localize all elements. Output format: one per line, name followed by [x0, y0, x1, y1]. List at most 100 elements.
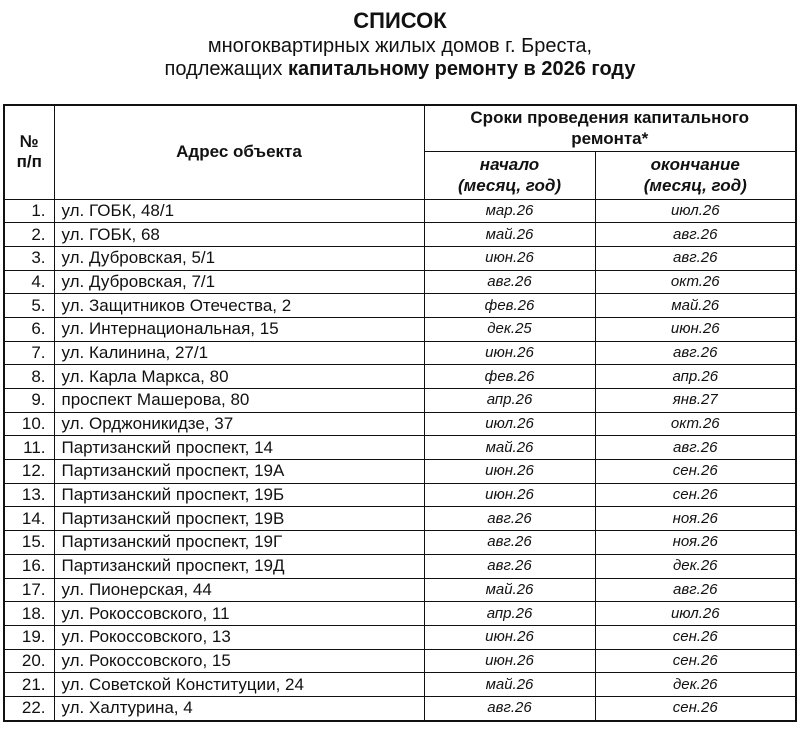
row-start-date: июн.26 [423, 459, 596, 484]
row-end-date: июл.26 [594, 198, 797, 224]
row-address: ул. Интернациональная, 15 [53, 316, 425, 342]
row-address: Партизанский проспект, 19Б [53, 482, 425, 508]
table-row: 12. Партизанский проспект, 19А июн.26 сен.2… [3, 459, 797, 484]
row-start-date: июн.26 [423, 340, 596, 366]
header-end: окончание (месяц, год) [594, 150, 797, 200]
row-start-date: апр.26 [423, 601, 596, 626]
row-end-date: сен.26 [594, 648, 797, 674]
row-start-date: авг.26 [423, 530, 596, 555]
header-period: Сроки проведения капитального ремонта* [423, 104, 797, 152]
row-number: 10. [3, 411, 55, 437]
row-number: 11. [3, 435, 55, 461]
row-address: ул. Пионерская, 44 [53, 577, 425, 603]
row-number: 4. [3, 269, 55, 295]
row-start-date: июн.26 [423, 245, 596, 271]
row-end-date: авг.26 [594, 245, 797, 271]
row-start-date: май.26 [423, 222, 596, 247]
row-start-date: июн.26 [423, 648, 596, 674]
row-end-date: авг.26 [594, 340, 797, 366]
row-address: проспект Машерова, 80 [53, 388, 425, 413]
row-address: ул. Орджоникидзе, 37 [53, 411, 425, 437]
row-start-date: авг.26 [423, 553, 596, 579]
row-number: 12. [3, 459, 55, 484]
row-number: 18. [3, 601, 55, 626]
row-end-date: авг.26 [594, 435, 797, 461]
table-row: 1. ул. ГОБК, 48/1 мар.26 июл.26 [3, 198, 797, 224]
table-row: 11. Партизанский проспект, 14 май.26 авг.26 [3, 435, 797, 461]
row-address: ул. ГОБК, 68 [53, 222, 425, 247]
table-row: 3. ул. Дубровская, 5/1 июн.26 авг.26 [3, 245, 797, 271]
row-number: 16. [3, 553, 55, 579]
row-number: 20. [3, 648, 55, 674]
row-start-date: мар.26 [423, 198, 596, 224]
header-start: начало (месяц, год) [423, 150, 596, 200]
table-row: 5. ул. Защитников Отечества, 2 фев.26 май.2… [3, 293, 797, 318]
row-address: ул. Рокоссовского, 15 [53, 648, 425, 674]
row-end-date: май.26 [594, 293, 797, 318]
row-address: ул. Дубровская, 5/1 [53, 245, 425, 271]
row-end-date: дек.26 [594, 553, 797, 579]
document-title: СПИСОК [353, 8, 447, 33]
row-end-date: ноя.26 [594, 506, 797, 532]
row-number: 2. [3, 222, 55, 247]
row-start-date: авг.26 [423, 506, 596, 532]
header-number: № п/п [3, 104, 55, 200]
row-start-date: апр.26 [423, 388, 596, 413]
table-row: 2. ул. ГОБК, 68 май.26 авг.26 [3, 222, 797, 247]
row-start-date: май.26 [423, 672, 596, 697]
row-number: 9. [3, 388, 55, 413]
subtitle-bold: капитальному ремонту в 2026 году [287, 58, 636, 80]
row-address: Партизанский проспект, 19Г [53, 530, 425, 555]
table-row: 4. ул. Дубровская, 7/1 авг.26 окт.26 [3, 269, 797, 295]
row-start-date: дек.25 [423, 316, 596, 342]
row-number: 5. [3, 293, 55, 318]
row-number: 19. [3, 624, 55, 650]
row-start-date: фев.26 [423, 364, 596, 389]
row-number: 7. [3, 340, 55, 366]
row-end-date: сен.26 [594, 695, 797, 722]
row-address: ул. Рокоссовского, 13 [53, 624, 425, 650]
row-end-date: окт.26 [594, 411, 797, 437]
table-row: 7. ул. Калинина, 27/1 июн.26 авг.26 [3, 340, 797, 366]
row-address: ул. Дубровская, 7/1 [53, 269, 425, 295]
table-row: 20. ул. Рокоссовского, 15 июн.26 сен.26 [3, 648, 797, 674]
row-address: Партизанский проспект, 19А [53, 459, 425, 484]
row-address: ул. Защитников Отечества, 2 [53, 293, 425, 318]
document-subtitle-line1: многоквартирных жилых домов г. Бреста, [207, 35, 593, 57]
row-end-date: авг.26 [594, 577, 797, 603]
row-start-date: авг.26 [423, 695, 596, 722]
row-number: 15. [3, 530, 55, 555]
row-number: 3. [3, 245, 55, 271]
table-row: 14. Партизанский проспект, 19В авг.26 ноя.2… [3, 506, 797, 532]
header-address: Адрес объекта [53, 104, 425, 200]
row-start-date: фев.26 [423, 293, 596, 318]
row-number: 22. [3, 695, 55, 722]
table-row: 8. ул. Карла Маркса, 80 фев.26 апр.26 [3, 364, 797, 389]
row-address: Партизанский проспект, 19Д [53, 553, 425, 579]
row-end-date: сен.26 [594, 624, 797, 650]
row-start-date: июн.26 [423, 624, 596, 650]
table-row: 10. ул. Орджоникидзе, 37 июл.26 окт.26 [3, 411, 797, 437]
table-row: 9. проспект Машерова, 80 апр.26 янв.27 [3, 388, 797, 413]
table-row: 22. ул. Халтурина, 4 авг.26 сен.26 [3, 695, 797, 722]
row-number: 1. [3, 198, 55, 224]
subtitle-regular: подлежащих [164, 58, 288, 80]
repair-schedule-table: № п/п Адрес объекта Сроки проведения кап… [3, 104, 797, 722]
row-number: 13. [3, 482, 55, 508]
row-end-date: сен.26 [594, 459, 797, 484]
row-address: ул. Калинина, 27/1 [53, 340, 425, 366]
row-start-date: июл.26 [423, 411, 596, 437]
row-address: ул. Советской Конституции, 24 [53, 672, 425, 697]
row-end-date: апр.26 [594, 364, 797, 389]
row-address: ул. Халтурина, 4 [53, 695, 425, 722]
row-end-date: июн.26 [594, 316, 797, 342]
row-end-date: ноя.26 [594, 530, 797, 555]
row-number: 14. [3, 506, 55, 532]
table-row: 16. Партизанский проспект, 19Д авг.26 дек.2… [3, 553, 797, 579]
table-row: 19. ул. Рокоссовского, 13 июн.26 сен.26 [3, 624, 797, 650]
row-address: ул. ГОБК, 48/1 [53, 198, 425, 224]
document-subtitle-line2: подлежащих капитальному ремонту в 2026 г… [0, 58, 800, 81]
row-start-date: май.26 [423, 577, 596, 603]
table-row: 13. Партизанский проспект, 19Б июн.26 сен.2… [3, 482, 797, 508]
row-end-date: авг.26 [594, 222, 797, 247]
